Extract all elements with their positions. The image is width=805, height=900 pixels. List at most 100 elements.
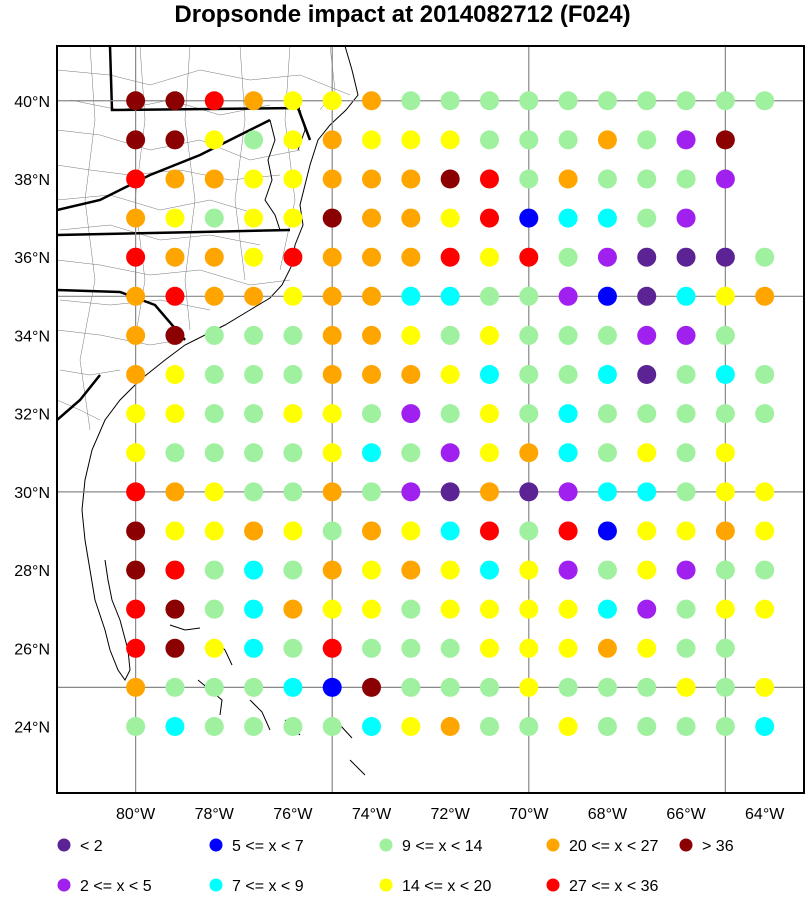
impact-point [322, 130, 342, 150]
impact-point [283, 521, 303, 541]
lat-label: 26°N [14, 641, 50, 658]
impact-point [362, 208, 382, 228]
impact-point [558, 717, 578, 737]
impact-point [283, 717, 303, 737]
legend-swatch [379, 838, 393, 852]
impact-point [165, 677, 185, 697]
impact-point [558, 208, 578, 228]
impact-point [676, 443, 696, 463]
impact-point [519, 91, 539, 111]
legend-label: 9 <= x < 14 [402, 838, 483, 855]
impact-point [676, 404, 696, 424]
impact-point [244, 325, 264, 345]
impact-point [204, 638, 224, 658]
impact-point [322, 169, 342, 189]
impact-point [362, 286, 382, 306]
impact-point [558, 638, 578, 658]
chesapeake-bay [264, 119, 281, 231]
impact-point [322, 208, 342, 228]
lon-label: 64°W [745, 806, 785, 823]
legend: < 2 5 <= x < 7 9 <= x < 14 20 <= x < 27 > 36… [57, 838, 734, 895]
impact-point [362, 247, 382, 267]
impact-point [755, 677, 775, 697]
impact-point [126, 91, 146, 111]
impact-point [126, 208, 146, 228]
impact-point [322, 443, 342, 463]
impact-point [126, 365, 146, 385]
impact-point [204, 208, 224, 228]
impact-point [165, 130, 185, 150]
impact-point [204, 443, 224, 463]
impact-point [715, 404, 735, 424]
impact-point [558, 599, 578, 619]
impact-point [755, 599, 775, 619]
legend-label: 7 <= x < 9 [232, 878, 304, 895]
impact-point [715, 717, 735, 737]
impact-point [126, 404, 146, 424]
impact-point [204, 169, 224, 189]
impact-point [637, 482, 657, 502]
impact-point [558, 91, 578, 111]
impact-point [597, 404, 617, 424]
impact-point [283, 638, 303, 658]
state-borders [57, 46, 312, 421]
lat-label: 34°N [14, 328, 50, 345]
impact-point [440, 717, 460, 737]
impact-points [126, 91, 775, 737]
impact-point [440, 521, 460, 541]
impact-point [715, 677, 735, 697]
impact-point [479, 677, 499, 697]
impact-point [362, 599, 382, 619]
impact-point [401, 208, 421, 228]
latitude-labels: 40°N 38°N 36°N 34°N 32°N 30°N 28°N 26°N 24°N [14, 94, 50, 737]
impact-point [283, 560, 303, 580]
impact-point [440, 638, 460, 658]
impact-point [401, 638, 421, 658]
impact-point [126, 169, 146, 189]
lat-label: 32°N [14, 407, 50, 424]
impact-point [715, 560, 735, 580]
impact-point [322, 404, 342, 424]
impact-point [401, 325, 421, 345]
impact-point [204, 521, 224, 541]
impact-point [322, 638, 342, 658]
impact-point [165, 365, 185, 385]
impact-point [322, 599, 342, 619]
map-area [57, 46, 804, 793]
impact-point [440, 443, 460, 463]
impact-point [126, 521, 146, 541]
impact-point [715, 130, 735, 150]
impact-point [362, 130, 382, 150]
legend-label: > 36 [702, 838, 734, 855]
impact-point [558, 365, 578, 385]
impact-point [244, 286, 264, 306]
plot-frame [56, 45, 805, 794]
impact-point [362, 365, 382, 385]
impact-point [519, 560, 539, 580]
impact-point [440, 404, 460, 424]
impact-point [637, 208, 657, 228]
impact-point [558, 521, 578, 541]
impact-point [204, 325, 224, 345]
impact-point [637, 169, 657, 189]
impact-point [479, 404, 499, 424]
impact-point [676, 638, 696, 658]
impact-point [283, 130, 303, 150]
impact-point [204, 717, 224, 737]
impact-point [755, 404, 775, 424]
impact-point [440, 365, 460, 385]
impact-point [283, 325, 303, 345]
impact-point [715, 169, 735, 189]
impact-point [322, 677, 342, 697]
impact-point [165, 404, 185, 424]
impact-point [715, 521, 735, 541]
impact-point [558, 560, 578, 580]
impact-point [715, 286, 735, 306]
impact-point [401, 443, 421, 463]
lat-label: 36°N [14, 250, 50, 267]
impact-point [637, 560, 657, 580]
impact-point [597, 482, 617, 502]
impact-point [479, 325, 499, 345]
impact-point [440, 286, 460, 306]
impact-point [440, 677, 460, 697]
